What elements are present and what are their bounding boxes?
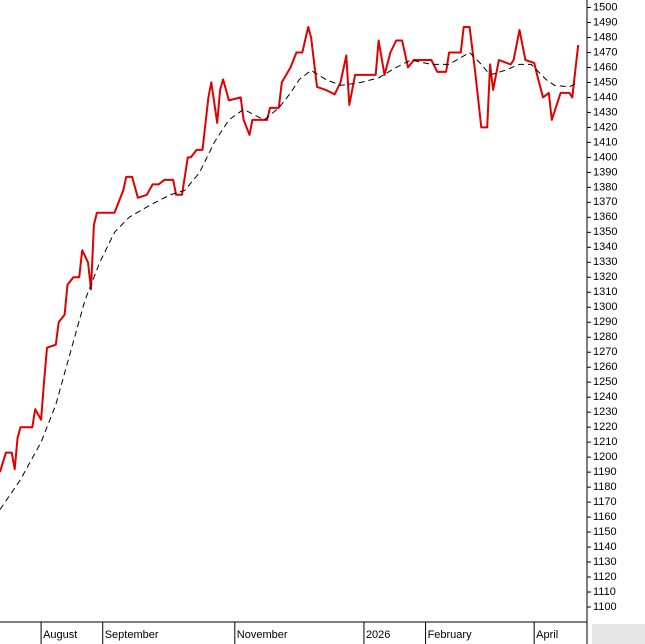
y-tick-label: 1310 xyxy=(593,286,617,298)
y-tick-label: 1380 xyxy=(593,181,617,193)
y-tick-label: 1490 xyxy=(593,16,617,28)
x-tick-label: November xyxy=(237,629,288,641)
y-tick-label: 1320 xyxy=(593,271,617,283)
y-tick-label: 1100 xyxy=(593,601,617,613)
y-tick-label: 1160 xyxy=(593,511,617,523)
y-tick-label: 1140 xyxy=(593,541,617,553)
y-tick-label: 1150 xyxy=(593,526,617,538)
y-tick-label: 1110 xyxy=(593,586,616,598)
y-tick-label: 1340 xyxy=(593,241,617,253)
y-tick-label: 1210 xyxy=(593,436,617,448)
y-tick-label: 1130 xyxy=(593,556,617,568)
y-tick-label: 1430 xyxy=(593,106,617,118)
y-tick-label: 1360 xyxy=(593,211,617,223)
corner-box xyxy=(592,624,645,644)
x-tick-label: April xyxy=(536,629,558,641)
y-tick-label: 1200 xyxy=(593,451,617,463)
y-tick-label: 1350 xyxy=(593,226,617,238)
y-tick-label: 1270 xyxy=(593,346,617,358)
y-tick-label: 1290 xyxy=(593,316,617,328)
y-tick-label: 1390 xyxy=(593,166,617,178)
y-tick-label: 1220 xyxy=(593,421,617,433)
y-tick-label: 1370 xyxy=(593,196,617,208)
y-tick-label: 1450 xyxy=(593,76,617,88)
y-tick-label: 1120 xyxy=(593,571,617,583)
x-tick-label: September xyxy=(105,629,159,641)
y-tick-label: 1480 xyxy=(593,31,617,43)
y-tick-label: 1280 xyxy=(593,331,617,343)
y-tick-label: 1180 xyxy=(593,481,617,493)
y-tick-label: 1250 xyxy=(593,376,617,388)
y-tick-label: 1400 xyxy=(593,151,617,163)
y-tick-label: 1420 xyxy=(593,121,617,133)
y-tick-label: 1190 xyxy=(593,466,617,478)
x-tick-label: 2026 xyxy=(366,629,390,641)
average-line xyxy=(0,52,579,510)
y-tick-label: 1470 xyxy=(593,46,617,58)
y-tick-label: 1260 xyxy=(593,361,617,373)
y-tick-label: 1300 xyxy=(593,301,617,313)
y-tick-label: 1460 xyxy=(593,61,617,73)
y-tick-label: 1240 xyxy=(593,391,617,403)
y-tick-label: 1410 xyxy=(593,136,617,148)
x-tick-label: February xyxy=(428,629,473,641)
y-tick-label: 1440 xyxy=(593,91,617,103)
y-tick-label: 1230 xyxy=(593,406,617,418)
y-tick-label: 1330 xyxy=(593,256,617,268)
y-tick-label: 1170 xyxy=(593,496,617,508)
price-line xyxy=(0,26,580,473)
x-tick-label: August xyxy=(43,629,77,641)
y-tick-label: 1500 xyxy=(593,1,617,13)
